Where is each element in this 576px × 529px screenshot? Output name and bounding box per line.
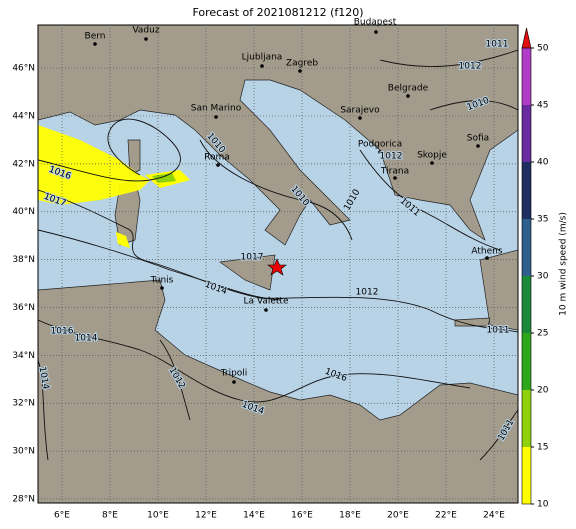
city-dot <box>232 380 236 384</box>
colorbar-segment <box>522 219 531 276</box>
city-label: Podgorica <box>358 140 402 150</box>
title: Forecast of 2021081212 (f120) <box>192 6 363 19</box>
city-dot <box>430 161 434 165</box>
lat-tick-label: 36°N <box>12 303 35 313</box>
lat-tick-label: 30°N <box>12 447 35 457</box>
colorbar-tick-label: 45 <box>537 101 548 111</box>
city-dot <box>160 286 164 290</box>
colorbar-extend <box>521 27 532 49</box>
colorbar-tick-label: 35 <box>537 215 548 225</box>
target-star <box>267 258 287 276</box>
land-corsica <box>127 139 141 176</box>
city-dot <box>260 64 264 68</box>
lon-tick-label: 14°E <box>243 511 265 521</box>
lat-tick-label: 38°N <box>12 255 35 265</box>
city-label: Sofia <box>467 134 489 144</box>
lon-tick-label: 22°E <box>435 511 457 521</box>
lon-tick-label: 16°E <box>291 511 313 521</box>
isobar-label: 1012 <box>356 288 379 298</box>
city-label: San Marino <box>191 104 242 114</box>
city-label: Zagreb <box>286 59 318 69</box>
city-dot <box>214 115 218 119</box>
city-dot <box>393 176 397 180</box>
city-dot <box>358 116 362 120</box>
lon-tick-label: 12°E <box>195 511 217 521</box>
wind-shade <box>116 232 130 248</box>
city-label: Skopje <box>417 151 447 161</box>
land-sicily <box>219 254 276 291</box>
city-dot <box>476 144 480 148</box>
colorbar-segment <box>522 447 531 504</box>
city-label: Athens <box>471 247 502 257</box>
colorbar-segment <box>522 48 531 105</box>
lon-tick-label: 6°E <box>54 511 70 521</box>
land-africa <box>38 279 518 503</box>
lat-tick-label: 42°N <box>12 159 35 169</box>
wind-shade <box>38 125 150 205</box>
colorbar-tick-label: 15 <box>537 443 548 453</box>
city-label: Tunis <box>150 276 174 286</box>
colorbar-tick-label: 40 <box>537 158 549 168</box>
city-dot <box>264 308 268 312</box>
city-dot <box>374 30 378 34</box>
city-label: Bern <box>85 32 106 42</box>
colorbar-tick-label: 30 <box>537 272 549 282</box>
lon-tick-label: 10°E <box>147 511 169 521</box>
city-label: Tripoli <box>220 369 248 379</box>
isobar-label: 1014 <box>37 366 51 391</box>
isobar-label: 1017 <box>241 253 264 263</box>
colorbar-tick-label: 10 <box>537 500 549 510</box>
colorbar-segment <box>522 390 531 447</box>
isobar-label: 1012 <box>380 152 403 162</box>
colorbar-tick-label: 20 <box>537 386 549 396</box>
city-label: Budapest <box>354 18 397 28</box>
city-label: Roma <box>204 153 230 163</box>
colorbar-segment <box>522 333 531 390</box>
lon-tick-label: 8°E <box>102 511 118 521</box>
city-dot <box>298 69 302 73</box>
lat-tick-label: 44°N <box>12 111 35 121</box>
land-turkey <box>479 249 518 331</box>
city-label: Sarajevo <box>340 106 380 116</box>
colorbar-segment <box>522 105 531 162</box>
isobar-label: 1011 <box>487 326 510 336</box>
colorbar-tick-label: 50 <box>537 44 549 54</box>
city-dot <box>378 150 382 154</box>
lon-tick-label: 24°E <box>483 511 505 521</box>
colorbar-tick-label: 25 <box>537 329 548 339</box>
lat-tick-label: 32°N <box>12 399 35 409</box>
isobar-label: 1011 <box>486 40 509 50</box>
colorbar-label: 10 m wind speed (m/s) <box>559 212 569 316</box>
colorbar-segment <box>522 162 531 219</box>
isobar-label: 1012 <box>459 62 482 72</box>
isobars <box>38 49 518 461</box>
city-dot <box>144 37 148 41</box>
lat-tick-label: 28°N <box>12 495 35 505</box>
city-label: Tirana <box>380 167 409 177</box>
city-label: La Valette <box>244 297 289 307</box>
isobar-label: 1014 <box>75 334 98 344</box>
city-label: Vaduz <box>132 26 159 36</box>
city-dot <box>406 94 410 98</box>
city-dot <box>485 256 489 260</box>
land-crete <box>454 317 491 327</box>
city-dot <box>93 42 97 46</box>
lat-tick-label: 34°N <box>12 351 35 361</box>
city-label: Belgrade <box>388 84 429 94</box>
colorbar-segment <box>522 276 531 333</box>
lon-tick-label: 18°E <box>339 511 361 521</box>
city-label: Ljubljana <box>242 53 283 63</box>
map-frame <box>37 24 519 504</box>
lat-tick-label: 40°N <box>12 207 35 217</box>
lat-tick-label: 46°N <box>12 64 35 74</box>
city-dot <box>216 163 220 167</box>
lon-tick-label: 20°E <box>387 511 409 521</box>
isobar-label: 1016 <box>51 327 74 337</box>
